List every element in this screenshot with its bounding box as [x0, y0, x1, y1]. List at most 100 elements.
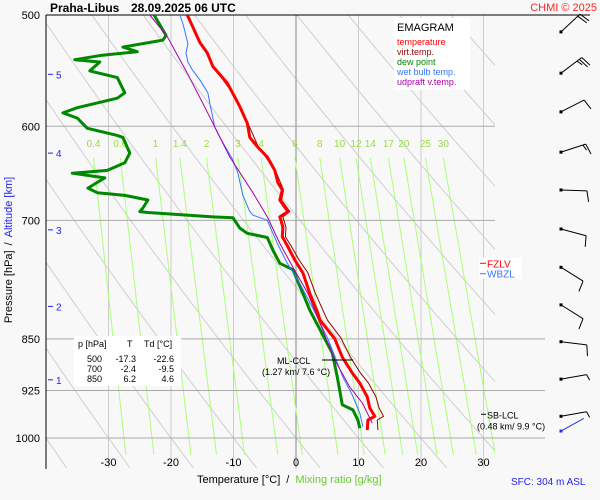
wind-barb — [559, 188, 590, 203]
wind-barb-flag — [576, 60, 583, 66]
table-cell: 6.2 — [123, 374, 136, 384]
dry-adiabat-line — [46, 437, 67, 468]
wind-barb-shaft — [560, 411, 587, 417]
table-header-t: T — [127, 339, 133, 349]
wind-barb — [559, 99, 592, 114]
legend-virt-temp: virt.temp. — [397, 47, 434, 57]
virtual-temperature-line — [187, 15, 384, 431]
x-tick-label: 0 — [293, 457, 299, 469]
dry-adiabat-line — [399, 15, 495, 126]
altitude-tick-label: 3 — [56, 226, 62, 237]
wind-barb-flag — [586, 374, 591, 381]
dew-point-line — [61, 15, 362, 429]
mixing-ratio-line — [424, 157, 477, 455]
dry-adiabat-line — [46, 98, 321, 468]
mixing-ratio-line — [403, 157, 454, 455]
mixing-ratio-label: 0.4 — [87, 139, 101, 150]
table-cell: 500 — [87, 354, 102, 364]
dry-adiabat-line — [347, 15, 495, 187]
wbzl-label: WBZL — [487, 270, 515, 281]
x-tick-label: 20 — [415, 457, 427, 469]
mixing-ratio-label: 0.6 — [113, 139, 127, 150]
x-tick-label: 30 — [477, 457, 489, 469]
table-cell: -22.6 — [153, 354, 174, 364]
dry-adiabat-line — [46, 178, 257, 468]
mixing-ratio-line — [260, 157, 303, 455]
y-axis-title: Pressure [hPa] / Altitude [km] — [3, 177, 15, 323]
mixing-ratio-line — [155, 157, 192, 455]
x-axis-label-temperature: Temperature [°C] — [197, 474, 280, 486]
mixing-ratio-label: 14 — [365, 139, 377, 150]
wind-barb-flag — [579, 58, 588, 68]
mixing-ratio-line — [179, 157, 218, 455]
wind-barb-flag — [584, 235, 587, 247]
dry-adiabat-line — [553, 15, 600, 468]
wind-barb-shaft — [560, 417, 584, 432]
wind-barb-flag — [579, 13, 590, 22]
station-name: Praha-Libus — [50, 1, 120, 15]
table-cell: -17.3 — [115, 354, 136, 364]
y-tick-label: 1000 — [16, 433, 40, 445]
wbzl-background — [479, 267, 522, 279]
wind-barb — [559, 227, 587, 247]
copyright: CHMI © 2025 — [530, 2, 597, 14]
legend-background — [394, 18, 470, 90]
dry-adiabat-line — [46, 22, 384, 468]
wind-barb-flag — [578, 318, 584, 330]
y-axis-label-altitude: Altitude [km] — [3, 177, 15, 238]
y-tick-label: 600 — [22, 121, 40, 133]
mixing-ratio-label: 8 — [317, 139, 323, 150]
wind-barb-shaft — [560, 304, 584, 320]
wind-barb — [559, 374, 591, 381]
updraft-virtual-temperature-line — [149, 15, 373, 424]
mixing-ratio-line — [119, 157, 155, 455]
fzlv-background — [479, 257, 522, 269]
mixing-ratio-line — [93, 157, 127, 455]
wind-barb-shaft — [560, 189, 588, 192]
wind-barb — [559, 417, 584, 433]
mixing-ratio-line — [387, 157, 438, 455]
wind-barb — [559, 303, 584, 330]
y-tick-label: 500 — [22, 10, 40, 22]
wind-barb — [559, 411, 591, 418]
wind-barb-shaft — [560, 143, 586, 153]
x-tick-label: 10 — [352, 457, 364, 469]
mixing-ratio-label: 4 — [258, 139, 264, 150]
wind-barb-flag — [578, 280, 584, 292]
mixing-ratio-label: 10 — [334, 139, 346, 150]
y-axis-label-pressure: Pressure [hPa] — [3, 250, 15, 323]
wind-barb — [559, 57, 591, 75]
mixing-ratio-line — [205, 157, 246, 455]
wind-barb-flag — [583, 99, 592, 110]
legend-wet-bulb: wet bulb temp. — [396, 67, 456, 77]
wind-barb-shaft — [560, 99, 585, 113]
altitude-tick-label: 2 — [56, 302, 62, 313]
mixing-ratio-label: 1.4 — [173, 139, 187, 150]
dry-adiabat-line — [450, 15, 495, 66]
wind-barb-flag — [586, 344, 588, 357]
wind-barb-shaft — [560, 13, 581, 33]
dry-adiabat-line — [91, 15, 448, 468]
mixing-ratio-label: 3 — [235, 139, 241, 150]
mixing-ratio-line — [237, 157, 279, 455]
table-header-td: Td [°C] — [144, 339, 172, 349]
table-cell: 700 — [87, 364, 102, 374]
altitude-tick-label: 5 — [56, 70, 62, 81]
wind-barb-shaft — [560, 57, 583, 74]
dry-adiabat-line — [245, 15, 495, 316]
fzlv-label: FZLV — [487, 259, 511, 270]
table-cell: -2.4 — [120, 364, 136, 374]
wind-barb-shaft — [560, 266, 584, 282]
table-cell: -9.5 — [158, 364, 174, 374]
altitude-tick-label: 4 — [56, 149, 62, 160]
mixing-ratio-line — [369, 157, 419, 455]
y-tick-label: 850 — [22, 334, 40, 346]
dry-adiabat-line — [46, 347, 131, 468]
wind-barb-flag — [585, 143, 592, 155]
table-cell: 850 — [87, 374, 102, 384]
grid — [46, 15, 600, 468]
mixing-ratio-line — [355, 157, 404, 455]
wind-barb-station-dot — [559, 30, 563, 34]
legend-title: EMAGRAM — [397, 22, 454, 34]
x-tick-label: -30 — [101, 457, 117, 469]
